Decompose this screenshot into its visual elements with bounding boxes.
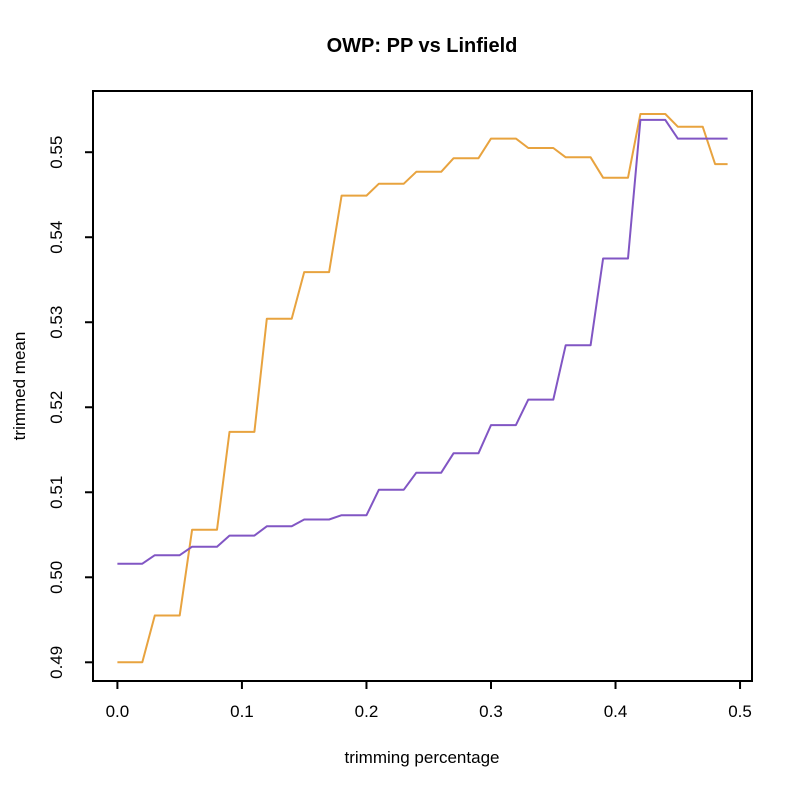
series-line-linfield — [117, 118, 728, 565]
x-tick-label: 0.0 — [106, 702, 130, 721]
chart-title: OWP: PP vs Linfield — [327, 35, 518, 57]
x-tick-label: 0.2 — [355, 702, 379, 721]
plot-border — [92, 90, 753, 682]
x-tick-label: 0.3 — [479, 702, 503, 721]
x-axis-title: trimming percentage — [345, 748, 500, 767]
x-tick-label: 0.1 — [230, 702, 254, 721]
y-tick-label: 0.49 — [47, 646, 66, 679]
y-tick-label: 0.50 — [47, 561, 66, 594]
x-tick-label: 0.4 — [604, 702, 628, 721]
axis-ticks: 0.0 0.1 0.2 0.3 0.4 0.5 0.49 0.50 0.51 0.52 0.53 0.… — [47, 136, 752, 721]
y-tick-label: 0.52 — [47, 391, 66, 424]
series-lines — [117, 113, 728, 664]
y-tick-label: 0.54 — [47, 221, 66, 254]
x-tick-label: 0.5 — [728, 702, 752, 721]
y-tick-label: 0.51 — [47, 476, 66, 509]
series-line-pp — [117, 113, 728, 664]
y-axis-title: trimmed mean — [10, 332, 29, 441]
y-tick-label: 0.53 — [47, 306, 66, 339]
y-tick-label: 0.55 — [47, 136, 66, 169]
